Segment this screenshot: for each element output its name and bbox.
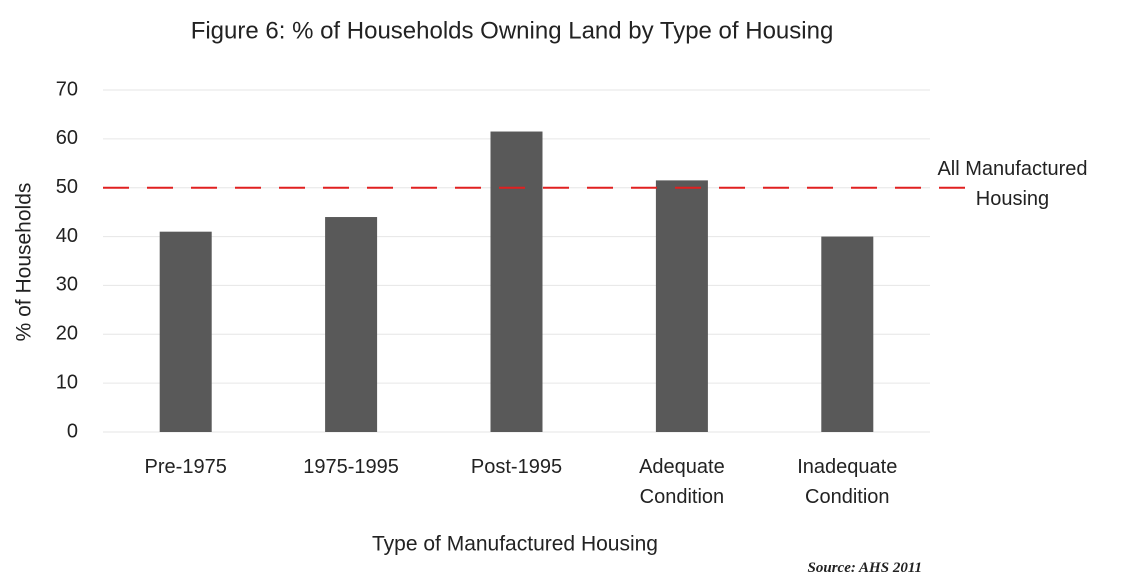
y-tick-label: 20 (56, 323, 78, 345)
y-tick-label: 60 (56, 127, 78, 149)
x-axis-label: Type of Manufactured Housing (372, 533, 658, 556)
bar (325, 217, 378, 432)
bar (655, 180, 708, 432)
x-tick-label: Post-1995 (470, 456, 563, 478)
x-tick-label: Pre-1975 (144, 456, 227, 478)
y-tick-label: 30 (56, 274, 78, 296)
y-tick-label: 50 (56, 176, 78, 198)
x-tick-label: Inadequate Condition (797, 456, 898, 508)
bar (821, 236, 874, 432)
y-tick-label: 70 (56, 78, 78, 100)
x-tick-label: Adequate Condition (639, 456, 725, 508)
y-tick-label: 40 (56, 225, 78, 247)
x-tick-label: 1975-1995 (303, 456, 399, 478)
reference-label: All Manufactured Housing (937, 158, 1088, 210)
y-tick-label: 0 (67, 420, 78, 442)
y-axis-label: % of Households (13, 183, 36, 342)
bar (490, 131, 543, 432)
bar (159, 231, 212, 432)
source-note: Source: AHS 2011 (807, 560, 922, 576)
y-tick-label: 10 (56, 371, 78, 393)
chart-title: Figure 6: % of Households Owning Land by… (191, 17, 834, 44)
